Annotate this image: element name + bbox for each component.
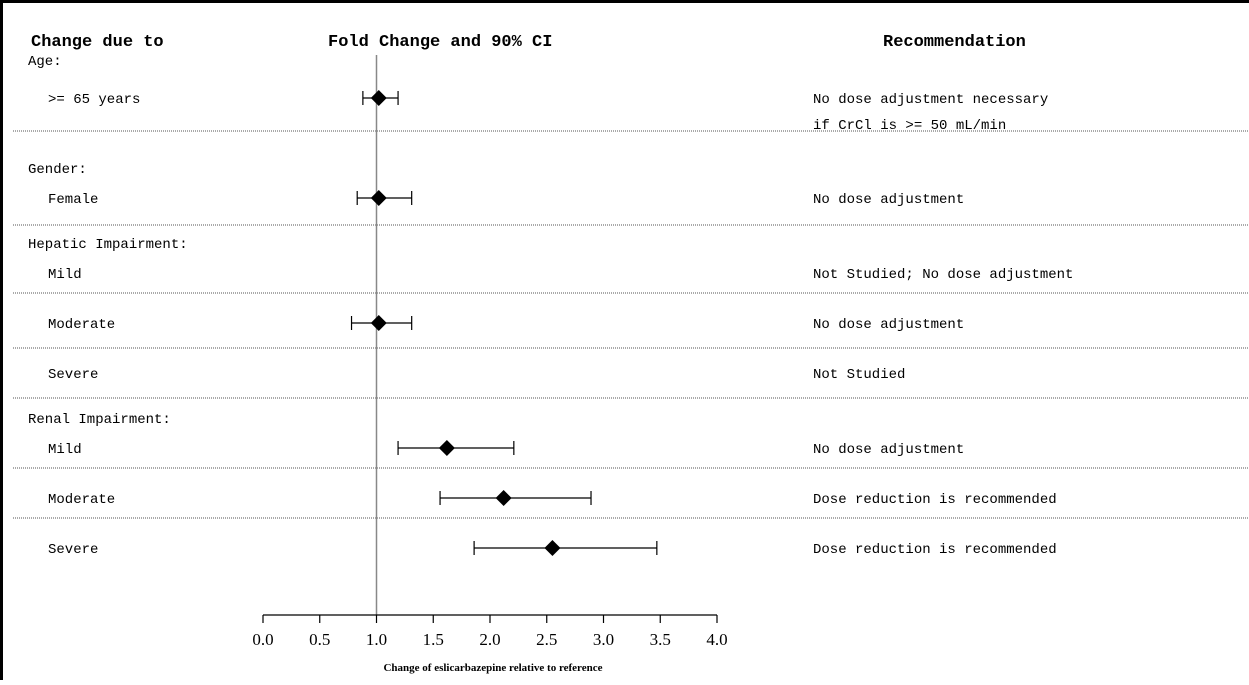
x-tick-label: 3.0 [593,630,614,649]
group-label: Age: [28,54,62,70]
header-fold-change: Fold Change and 90% CI [328,33,552,52]
estimate-marker [370,315,387,331]
row-label: Severe [48,542,98,558]
row-label: >= 65 years [48,92,140,108]
row-label: Severe [48,367,98,383]
x-tick-label: 4.0 [706,630,727,649]
x-tick-label: 2.5 [536,630,557,649]
recommendation-text: if CrCl is >= 50 mL/min [813,118,1006,134]
row-label: Mild [48,267,82,283]
estimate-marker [544,540,561,556]
estimate-marker [370,190,387,206]
recommendation-text: Not Studied; No dose adjustment [813,267,1073,283]
estimate-marker [370,90,387,106]
recommendation-text: No dose adjustment [813,192,964,208]
x-tick-label: 0.5 [309,630,330,649]
estimate-marker [495,490,512,506]
header-change-due-to: Change due to [31,33,164,52]
x-axis-label: Change of eslicarbazepine relative to re… [383,662,602,674]
estimate-marker [438,440,455,456]
row-label: Mild [48,442,82,458]
x-tick-label: 0.0 [252,630,273,649]
forest-plot: Change due to Fold Change and 90% CI Rec… [13,33,1249,674]
group-label: Hepatic Impairment: [28,237,188,253]
recommendation-text: Dose reduction is recommended [813,542,1057,558]
x-tick-label: 2.0 [479,630,500,649]
recommendation-text: Dose reduction is recommended [813,492,1057,508]
group-label: Gender: [28,162,87,178]
x-tick-label: 3.5 [650,630,671,649]
recommendation-text: No dose adjustment necessary [813,92,1048,108]
row-label: Female [48,192,98,208]
x-tick-label: 1.5 [423,630,444,649]
row-label: Moderate [48,492,115,508]
recommendation-text: Not Studied [813,367,905,383]
recommendation-text: No dose adjustment [813,442,964,458]
row-label: Moderate [48,317,115,333]
x-tick-label: 1.0 [366,630,387,649]
group-label: Renal Impairment: [28,412,171,428]
header-recommendation: Recommendation [883,33,1026,52]
recommendation-text: No dose adjustment [813,317,964,333]
